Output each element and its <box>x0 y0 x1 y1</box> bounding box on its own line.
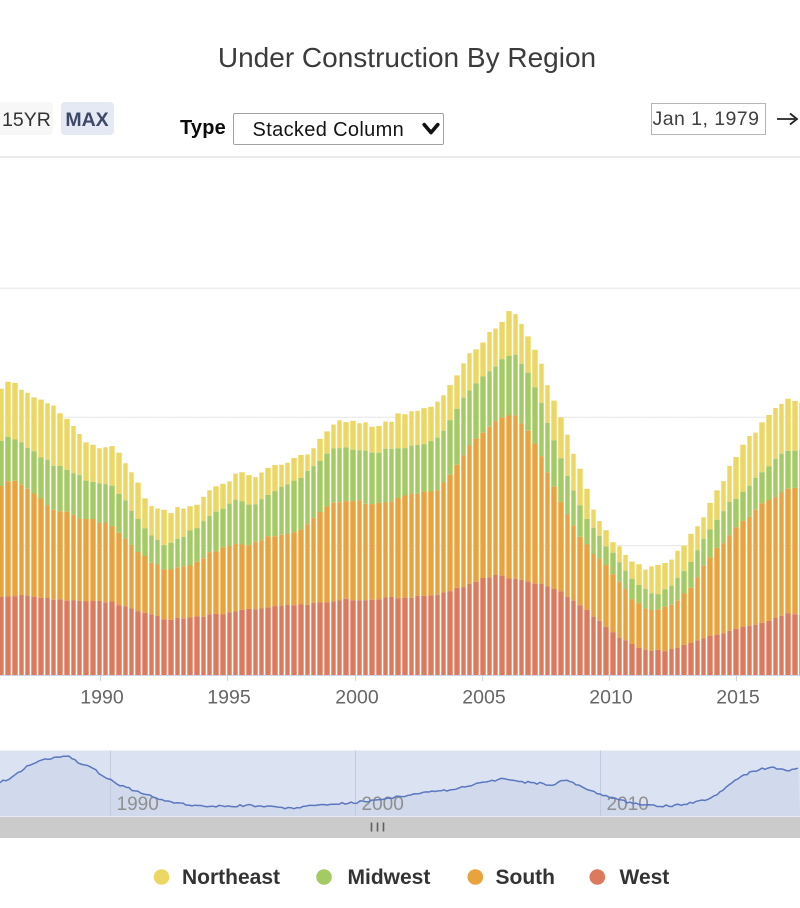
svg-text:1990: 1990 <box>117 794 159 815</box>
svg-text:2005: 2005 <box>462 687 506 709</box>
svg-text:West: West <box>620 866 670 889</box>
svg-text:2000: 2000 <box>362 794 404 815</box>
svg-text:2015: 2015 <box>716 687 760 709</box>
svg-text:South: South <box>496 866 555 889</box>
svg-text:Northeast: Northeast <box>182 866 280 889</box>
svg-text:2010: 2010 <box>589 687 633 709</box>
svg-text:2000: 2000 <box>335 687 379 709</box>
svg-text:1990: 1990 <box>80 687 124 709</box>
svg-text:1995: 1995 <box>207 687 251 709</box>
svg-text:Midwest: Midwest <box>348 866 431 889</box>
